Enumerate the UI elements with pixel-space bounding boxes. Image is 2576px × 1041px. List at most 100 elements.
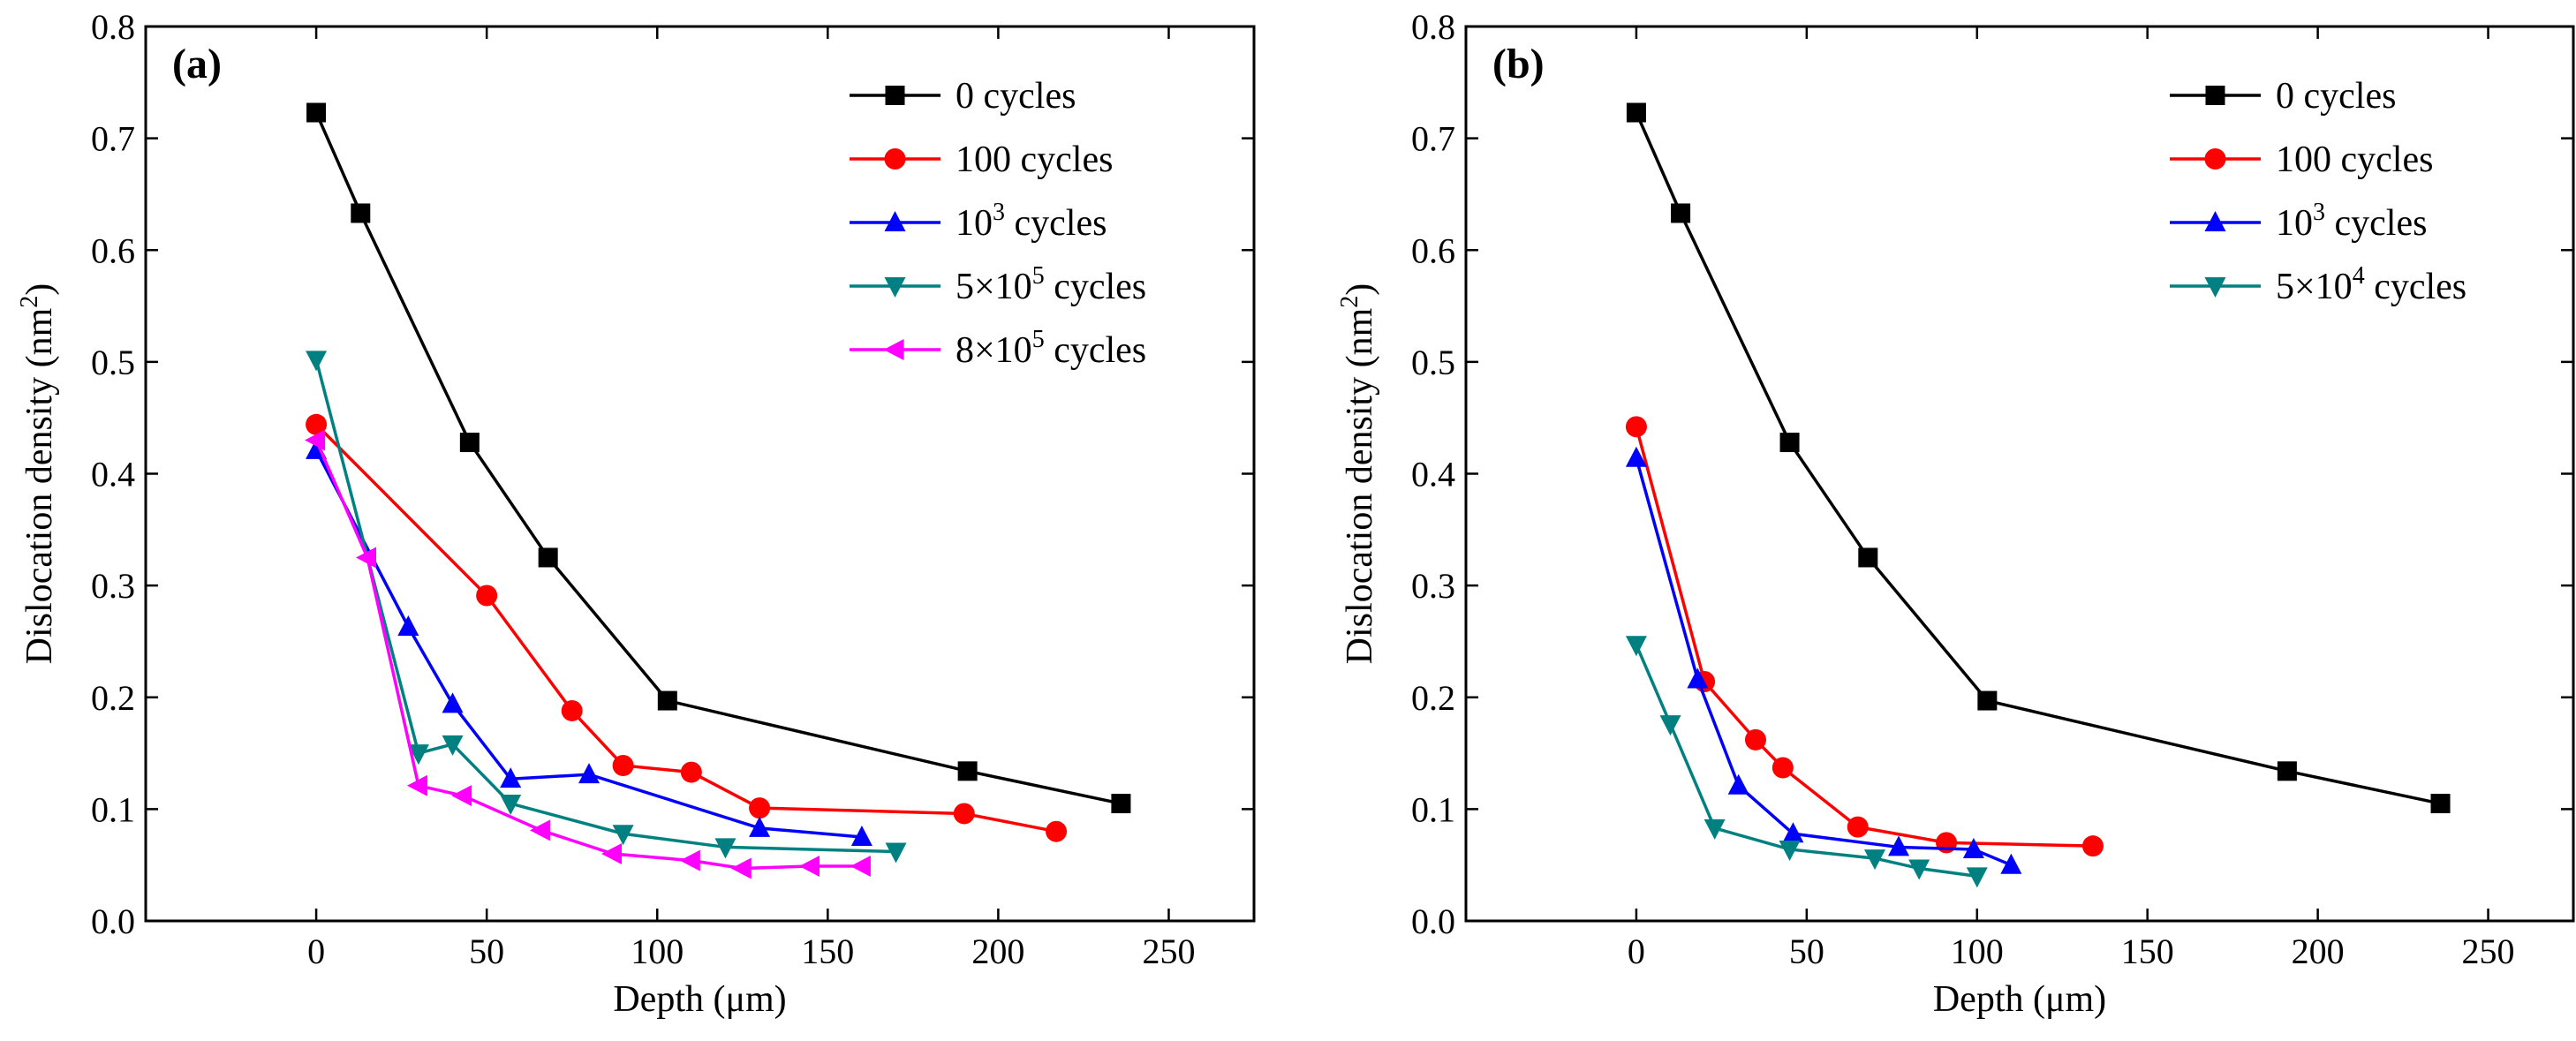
panel-a-legend-label: 103 cycles xyxy=(956,199,1107,244)
panel-b-point-10-3-cycles xyxy=(1687,668,1709,689)
panel-b-point-0-cycles xyxy=(1671,203,1691,223)
panel-b-point-5-10-4-cycles xyxy=(1908,859,1930,880)
panel-a-ylabel-sup: 2 xyxy=(16,296,43,308)
panel-b-point-100-cycles xyxy=(1625,416,1647,438)
panel-b-legend-label: 5×104 cycles xyxy=(2276,262,2466,307)
panel-b-point-5-10-4-cycles xyxy=(1966,867,1988,888)
panel-b-legend-label-pre: 10 xyxy=(2276,203,2313,244)
panel-a-point-10-3-cycles xyxy=(397,615,419,636)
panel-a-xlabel: Depth (μm) xyxy=(613,979,786,1020)
panel-b-legend-item-0-cycles: 0 cycles xyxy=(2170,76,2396,117)
panel-b-ytick-label: 0.6 xyxy=(1411,230,1455,270)
panel-b-legend-item-100-cycles: 100 cycles xyxy=(2170,140,2433,180)
panel-b-legend-marker xyxy=(2204,148,2226,170)
panel-b-ytick-label: 0.7 xyxy=(1411,119,1455,159)
panel-a-series-line-8-10-5-cycles xyxy=(314,439,862,871)
panel-b-legend-label-pre: 0 cycles xyxy=(2276,76,2396,117)
panel-b-xlabel: Depth (μm) xyxy=(1933,979,2106,1020)
panel-a-legend-label-pre: 100 cycles xyxy=(956,140,1113,180)
panel-a-xtick-label: 200 xyxy=(971,932,1024,971)
panel-a-point-0-cycles xyxy=(957,761,978,781)
panel-b-point-100-cycles xyxy=(2081,835,2104,857)
panel-b-point-0-cycles xyxy=(1779,433,1800,453)
panel-a-legend-label: 8×105 cycles xyxy=(956,326,1146,371)
panel-a-legend-marker xyxy=(884,211,906,231)
panel-b-ytick-label: 0.0 xyxy=(1411,901,1455,941)
panel-b-ytick-label: 0.5 xyxy=(1411,343,1455,382)
panel-a-axes-frame xyxy=(144,25,1256,923)
panel-a-legend-label-pre: 10 xyxy=(956,203,993,244)
panel-b-ytick-label: 0.3 xyxy=(1411,566,1455,606)
panel-a-legend-label-pre: 0 cycles xyxy=(956,76,1076,117)
panel-b-point-5-10-4-cycles xyxy=(1703,818,1726,840)
panel-b-point-10-3-cycles xyxy=(1727,773,1749,795)
panel-a-point-0-cycles xyxy=(538,547,558,568)
panel-b-point-10-3-cycles xyxy=(1782,822,1804,843)
panel-b-point-5-10-4-cycles xyxy=(1659,715,1681,736)
panel-b-xtick-label: 0 xyxy=(1628,932,1645,971)
panel-b-legend-label-sup: 3 xyxy=(2313,199,2325,226)
panel-b-point-0-cycles xyxy=(1626,102,1646,123)
panel-a-point-100-cycles xyxy=(306,413,328,435)
panel-a-point-8-10-5-cycles xyxy=(679,849,700,871)
panel-b-xtick-label: 50 xyxy=(1789,932,1824,971)
panel-a-ytick-label: 0.2 xyxy=(91,678,135,718)
panel-a-point-100-cycles xyxy=(953,803,975,825)
panel-b-legend-marker xyxy=(2204,211,2226,231)
panel-b-point-10-3-cycles xyxy=(1625,446,1647,467)
panel-a-legend-marker xyxy=(884,277,906,298)
panel-a-legend-label-sup: 3 xyxy=(993,199,1005,226)
panel-b-point-0-cycles xyxy=(1977,690,1998,711)
panel-a-ytick-label: 0.7 xyxy=(91,119,135,159)
panel-a-legend-item-10-3-cycles: 103 cycles xyxy=(850,199,1107,244)
panel-b-legend-label-pre: 100 cycles xyxy=(2276,140,2433,180)
panel-b-ylabel-main: Dislocation density (nm xyxy=(1340,307,1380,664)
panel-a-legend-item-0-cycles: 0 cycles xyxy=(850,76,1076,117)
panel-a-legend-label: 5×105 cycles xyxy=(956,262,1146,307)
panel-a-point-0-cycles xyxy=(1111,794,1131,814)
panel-a-legend-label-post: cycles xyxy=(1045,330,1146,371)
panel-b-legend-label: 103 cycles xyxy=(2276,199,2427,244)
panel-b-ytick-label: 0.4 xyxy=(1411,455,1455,494)
panel-a-point-5-10-5-cycles xyxy=(885,842,907,864)
panel-b-legend-label: 100 cycles xyxy=(2276,140,2433,180)
panel-a-legend-label-post: cycles xyxy=(1045,267,1146,307)
panel-a-xtick-label: 100 xyxy=(631,932,684,971)
panel-b-ylabel: Dislocation density (nm2) xyxy=(1336,283,1380,665)
panel-a-legend-label-post: cycles xyxy=(1005,203,1107,244)
panel-a-legend-label-sup: 5 xyxy=(1032,262,1045,290)
panel-a-point-100-cycles xyxy=(680,761,702,783)
panel-a-point-10-3-cycles xyxy=(578,763,600,784)
panel-b-legend-label-post: cycles xyxy=(2325,203,2427,244)
panel-a-point-10-3-cycles xyxy=(749,816,771,837)
panel-a-legend-item-5-10-5-cycles: 5×105 cycles xyxy=(850,262,1146,307)
panel-b-ylabel-end: ) xyxy=(1340,283,1380,296)
panel-a-legend-label: 0 cycles xyxy=(956,76,1076,117)
panel-b-point-100-cycles xyxy=(1847,816,1869,838)
panel-a-series-line-100-cycles xyxy=(314,423,1057,834)
panel-a-point-10-3-cycles xyxy=(850,826,873,847)
panel-a-ytick-label: 0.3 xyxy=(91,566,135,606)
panel-a-point-8-10-5-cycles xyxy=(730,857,752,879)
panel-b-legend-label-post: cycles xyxy=(2365,267,2466,307)
panel-b-legend-label-sup: 4 xyxy=(2353,262,2365,290)
panel-a-point-5-10-5-cycles xyxy=(407,744,429,766)
panel-b-xtick-label: 150 xyxy=(2121,932,2174,971)
panel-a-point-100-cycles xyxy=(1046,820,1068,842)
panel-b-legend-item-10-3-cycles: 103 cycles xyxy=(2170,199,2427,244)
panel-a-ytick-label: 0.5 xyxy=(91,343,135,382)
panel-a-ytick-label: 0.6 xyxy=(91,230,135,270)
panel-a-point-100-cycles xyxy=(612,754,634,776)
panel-a-point-8-10-5-cycles xyxy=(406,774,427,796)
panel-a-xtick-label: 150 xyxy=(801,932,854,971)
panel-a-ytick-label: 0.0 xyxy=(91,901,135,941)
panel-b-xtick-label: 100 xyxy=(1951,932,2004,971)
panel-b-point-5-10-4-cycles xyxy=(1625,636,1647,657)
panel-a-point-0-cycles xyxy=(306,102,327,123)
panel-a-point-0-cycles xyxy=(351,203,371,223)
panel-a-point-100-cycles xyxy=(476,585,498,607)
panel-a-point-5-10-5-cycles xyxy=(714,838,737,859)
panel-a-point-5-10-5-cycles xyxy=(306,351,328,372)
